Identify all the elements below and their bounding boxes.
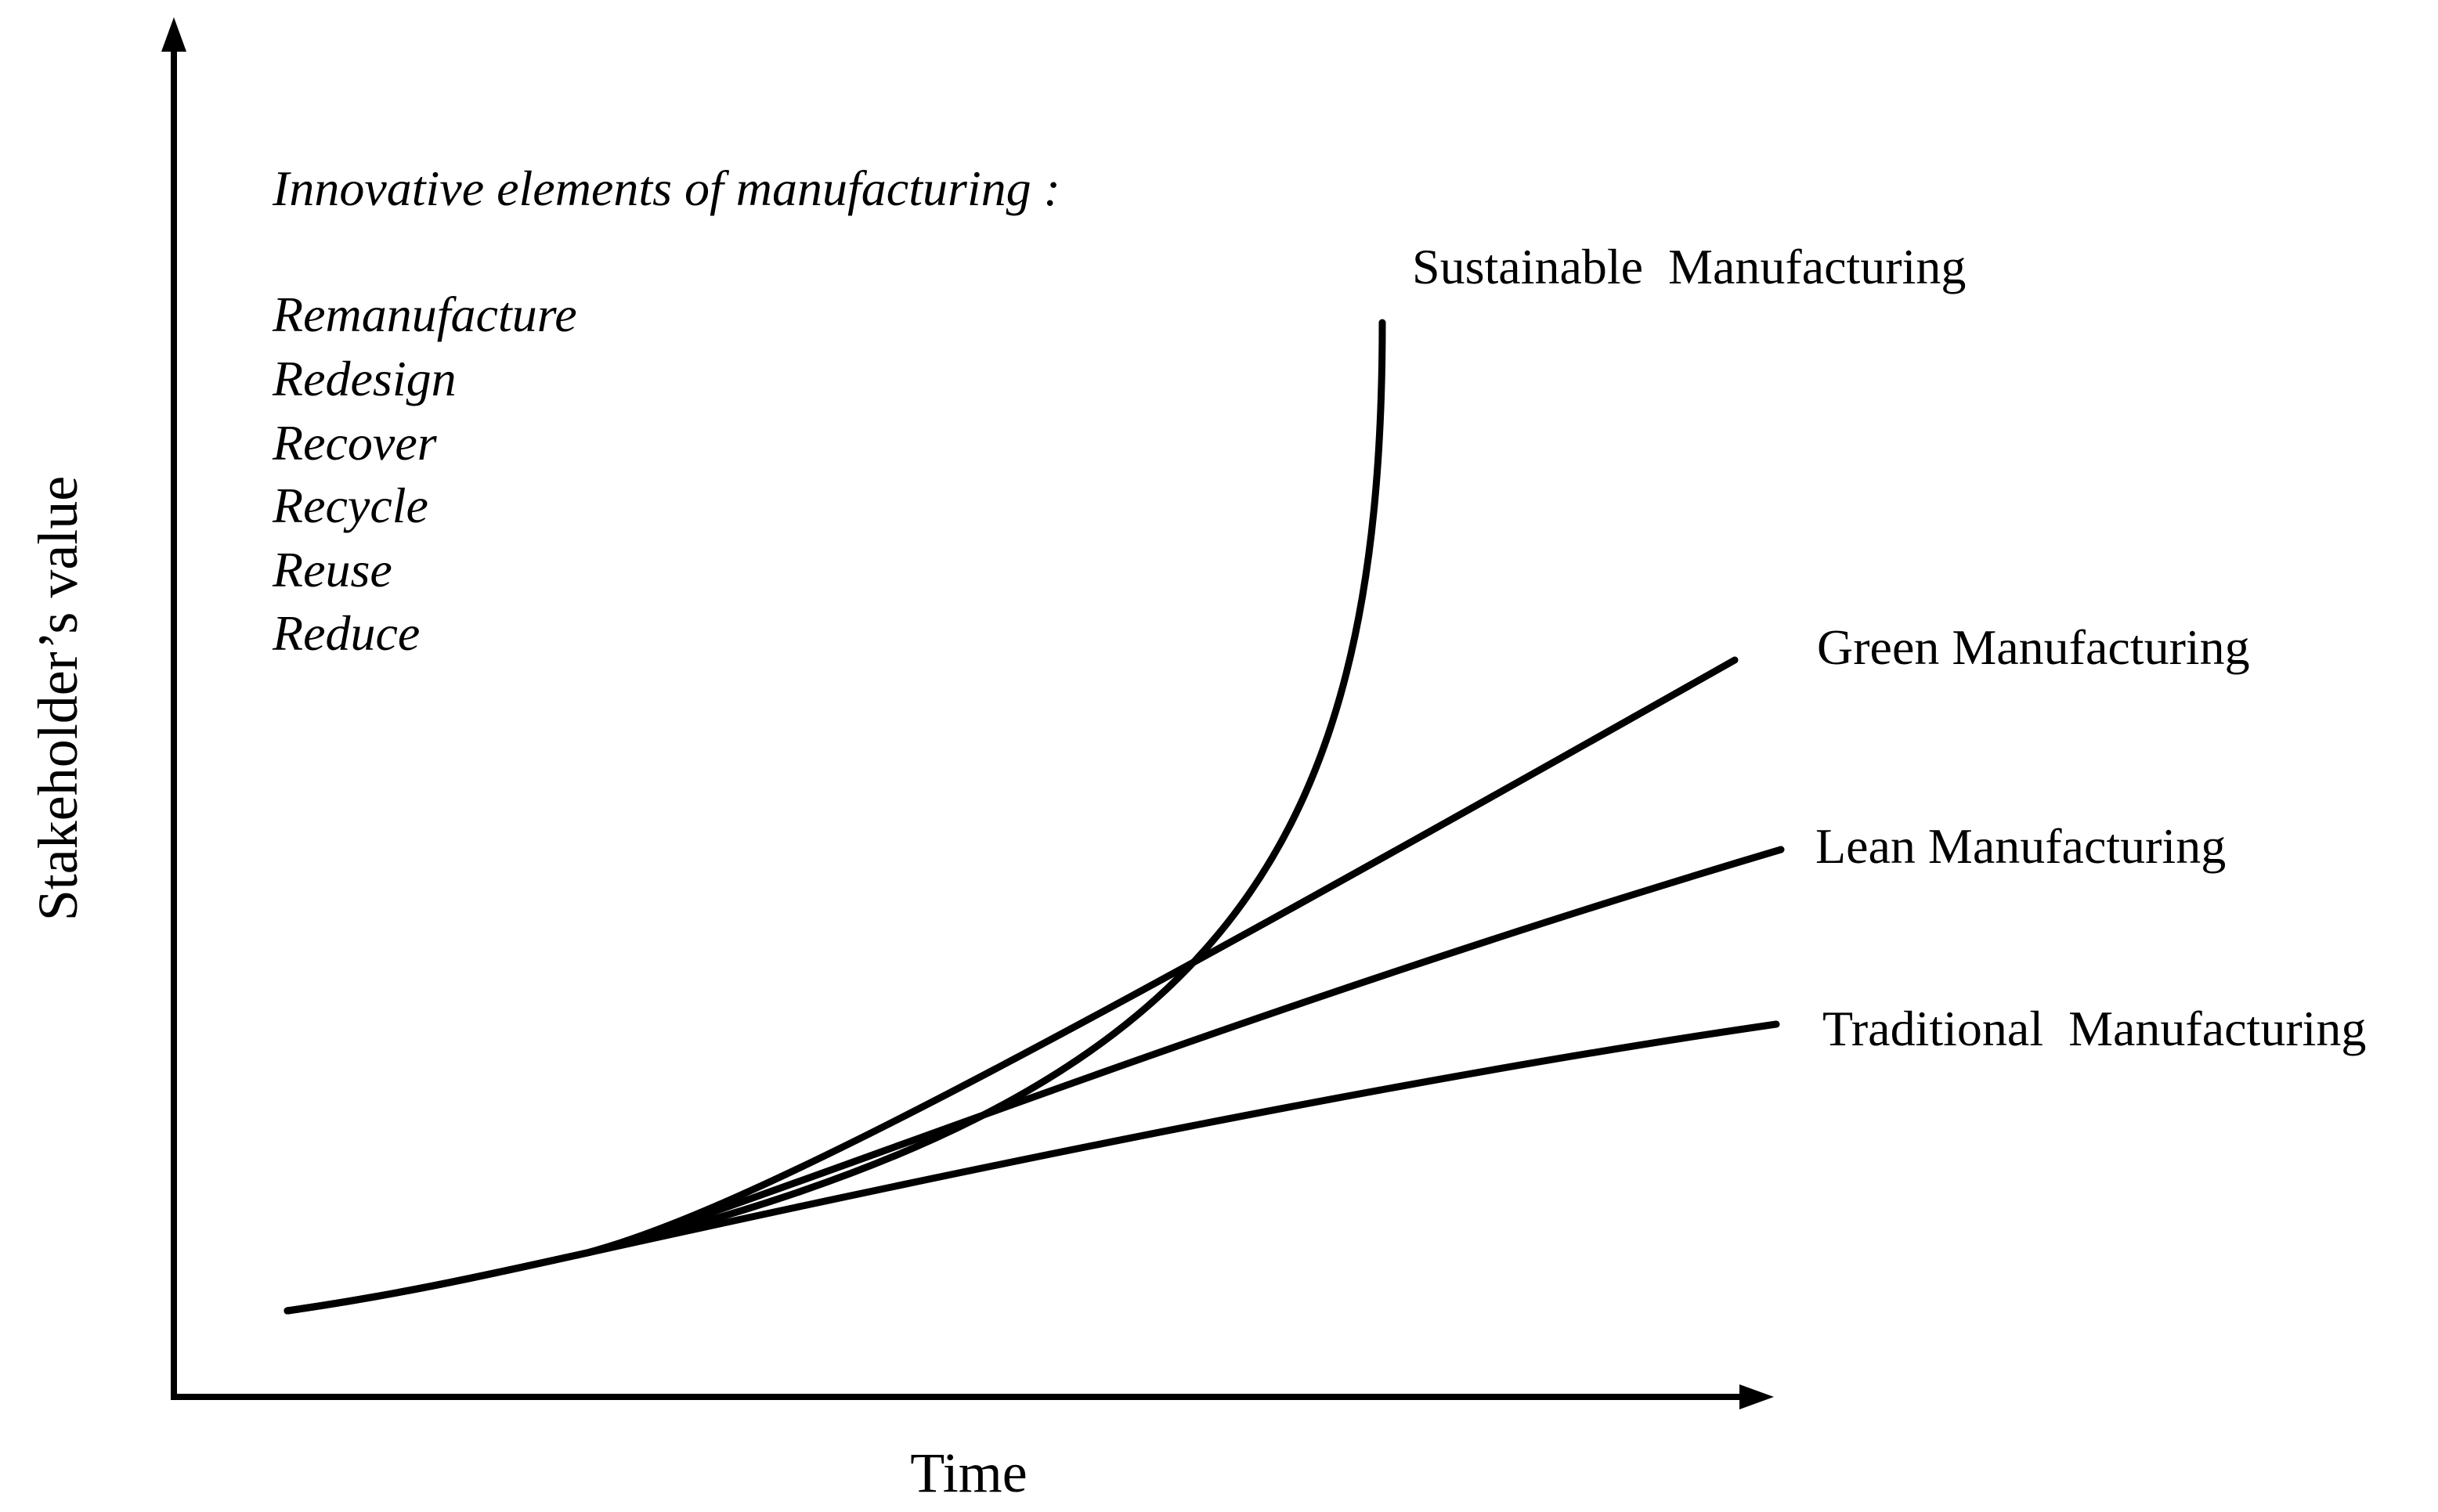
sustainable-manufacturing-curve	[284, 319, 1386, 1315]
element-item: Recover	[272, 415, 438, 471]
element-item: Reuse	[272, 542, 392, 597]
elements-heading: Innovative elements of manufacturing :	[272, 161, 1060, 216]
sustainable-manufacturing-label: Sustainable Manufacturing	[1412, 239, 1966, 294]
x-axis-label: Time	[910, 1442, 1027, 1504]
green-manufacturing-label: Green Manufacturing	[1817, 619, 2250, 675]
y-axis-arrowhead	[161, 17, 186, 52]
x-axis-arrowhead	[1739, 1384, 1774, 1409]
traditional-manufacturing-label: Traditional Manufacturing	[1822, 1001, 2366, 1056]
lean-manufacturing-label: Lean Manufacturing	[1815, 818, 2226, 874]
green-manufacturing-curve	[284, 656, 1739, 1315]
element-item: Redesign	[272, 351, 457, 406]
element-item: Reduce	[272, 605, 420, 661]
element-item: Recycle	[272, 478, 428, 533]
lean-manufacturing-curve	[284, 846, 1785, 1315]
y-axis-label: Stakeholder’s value	[27, 476, 89, 922]
element-item: Remanufacture	[272, 287, 577, 342]
